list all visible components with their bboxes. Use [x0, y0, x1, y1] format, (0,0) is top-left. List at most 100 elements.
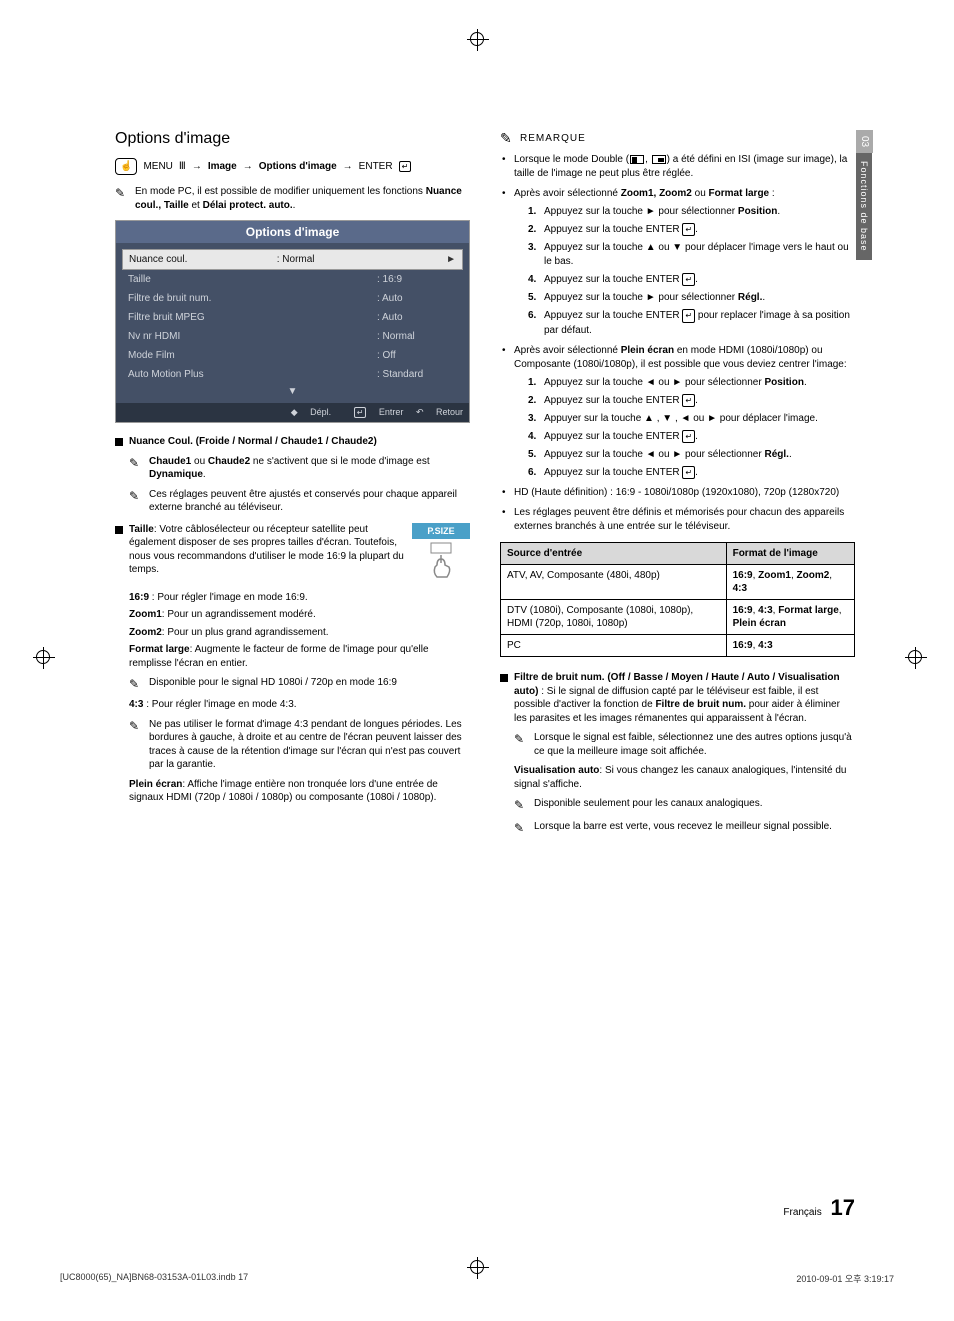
remote-menu-icon: ☝	[115, 158, 137, 175]
table-cell: 16:9, 4:3, Format large, Plein écran	[726, 600, 854, 635]
remark-heading: REMARQUE	[520, 133, 586, 144]
note-icon: ✎	[115, 185, 129, 212]
table-cell: 16:9, 4:3	[726, 635, 854, 657]
note-text: Lorsque le signal est faible, sélectionn…	[534, 731, 855, 758]
square-bullet-icon	[115, 526, 123, 534]
osd-row-label: Filtre de bruit num.	[128, 293, 211, 304]
item-heading: Filtre de bruit num. (Off / Basse / Moye…	[514, 671, 855, 725]
print-metadata: [UC8000(65)_NA]BN68-03153A-01L03.indb 17…	[60, 1272, 894, 1285]
enter-icon: ↵	[682, 394, 695, 407]
print-timestamp: 2010-09-01 오후 3:19:17	[796, 1272, 894, 1285]
steps-list: 1.Appuyez sur la touche ◄ ou ► pour séle…	[514, 376, 855, 481]
note-icon: ✎	[129, 455, 143, 482]
table-cell: PC	[501, 635, 727, 657]
osd-row[interactable]: Nv nr HDMI : Normal	[122, 327, 463, 346]
table-cell: ATV, AV, Composante (480i, 480p)	[501, 565, 727, 600]
breadcrumb-item: Options d'image	[259, 161, 337, 172]
square-bullet-icon	[115, 438, 123, 446]
note-icon: ✎	[514, 731, 528, 758]
section-number: 03	[856, 130, 873, 153]
option-key: Plein écran	[129, 779, 182, 790]
enter-icon: ↵	[682, 309, 695, 322]
hand-press-icon	[421, 541, 461, 581]
step-item: 6.Appuyez sur la touche ENTER ↵ pour rep…	[528, 309, 855, 337]
note-text: Ces réglages peuvent être ajustés et con…	[149, 488, 470, 515]
registration-mark-icon	[908, 650, 922, 664]
return-hint: ↶ Retour	[416, 407, 463, 417]
section-heading: Options d'image	[115, 130, 470, 148]
table-row: DTV (1080i), Composante (1080i, 1080p), …	[501, 600, 855, 635]
print-filename: [UC8000(65)_NA]BN68-03153A-01L03.indb 17	[60, 1272, 248, 1285]
note-icon: ✎	[500, 130, 514, 147]
osd-row[interactable]: Mode Film : Off	[122, 346, 463, 365]
osd-body: Nuance coul. : Normal ► Taille : 16:9 Fi…	[116, 243, 469, 403]
scroll-down-icon[interactable]: ▼	[122, 384, 463, 401]
page-footer: Français 17	[115, 1195, 855, 1221]
right-column: ✎ REMARQUE Lorsque le mode Double (, ) a…	[500, 130, 855, 842]
step-item: 1.Appuyez sur la touche ◄ ou ► pour séle…	[528, 376, 855, 390]
step-item: 5.Appuyez sur la touche ► pour sélection…	[528, 291, 855, 305]
table-header: Source d'entrée	[501, 543, 727, 565]
osd-row-label: Auto Motion Plus	[128, 369, 204, 380]
step-item: 4.Appuyez sur la touche ENTER ↵.	[528, 430, 855, 444]
enter-hint: ↵ Entrer	[344, 407, 404, 417]
osd-row[interactable]: Auto Motion Plus : Standard	[122, 365, 463, 384]
osd-title: Options d'image	[116, 221, 469, 243]
item-heading: Nuance Coul. (Froide / Normal / Chaude1 …	[129, 435, 377, 449]
table-row: PC 16:9, 4:3	[501, 635, 855, 657]
psize-label: P.SIZE	[412, 523, 470, 539]
osd-row[interactable]: Taille : 16:9	[122, 270, 463, 289]
chevron-right-icon[interactable]: ►	[446, 254, 456, 265]
step-item: 5.Appuyez sur la touche ◄ ou ► pour séle…	[528, 448, 855, 462]
registration-mark-icon	[36, 650, 50, 664]
osd-row-value: : Off	[377, 350, 457, 361]
step-item: 1.Appuyez sur la touche ► pour sélection…	[528, 205, 855, 219]
step-item: 3.Appuyer sur la touche ▲ , ▼ , ◄ ou ► p…	[528, 412, 855, 426]
left-column: Options d'image ☝ MENU Ⅲ → Image → Optio…	[115, 130, 470, 842]
osd-row[interactable]: Filtre bruit MPEG : Auto	[122, 308, 463, 327]
option-val: : Pour régler l'image en mode 4:3.	[143, 699, 296, 710]
osd-row-label: Filtre bruit MPEG	[128, 312, 205, 323]
note-text: Disponible seulement pour les canaux ana…	[534, 797, 762, 813]
note-icon: ✎	[129, 718, 143, 772]
breadcrumb-menu-label: MENU	[143, 161, 172, 172]
item-heading: P.SIZE Taille: Votre câblosélecteur ou r…	[129, 523, 470, 585]
steps-list: 1.Appuyez sur la touche ► pour sélection…	[514, 205, 855, 338]
step-item: 4.Appuyez sur la touche ENTER ↵.	[528, 273, 855, 287]
enter-icon: ↵	[682, 223, 695, 236]
osd-row-value: : Auto	[377, 293, 457, 304]
osd-row-value: : Normal	[277, 254, 357, 265]
note-text: Chaude1 ou Chaude2 ne s'activent que si …	[149, 455, 470, 482]
option-key: 4:3	[129, 699, 143, 710]
table-cell: 16:9, Zoom1, Zoom2, 4:3	[726, 565, 854, 600]
step-item: 2.Appuyez sur la touche ENTER ↵.	[528, 394, 855, 408]
option-key: Zoom1	[129, 609, 162, 620]
menu-bars-icon: Ⅲ	[179, 161, 186, 172]
option-val: : Pour un agrandissement modéré.	[162, 609, 316, 620]
enter-icon: ↵	[682, 466, 695, 479]
note-text: Disponible pour le signal HD 1080i / 720…	[149, 676, 397, 692]
page-number: 17	[831, 1195, 855, 1220]
section-label: Fonctions de base	[856, 153, 872, 260]
osd-footer: ◆ Dépl. ↵ Entrer ↶ Retour	[116, 403, 469, 422]
osd-row-value: : Auto	[377, 312, 457, 323]
pip-right-icon	[652, 155, 666, 164]
osd-row-value: : Standard	[377, 369, 457, 380]
step-item: 2.Appuyez sur la touche ENTER ↵.	[528, 223, 855, 237]
table-header: Format de l'image	[726, 543, 854, 565]
footer-language: Français	[783, 1207, 821, 1218]
breadcrumb-arrow-icon: →	[343, 161, 353, 172]
osd-row-selected[interactable]: Nuance coul. : Normal ►	[122, 249, 463, 270]
osd-row[interactable]: Filtre de bruit num. : Auto	[122, 289, 463, 308]
bullet-item: HD (Haute définition) : 16:9 - 1080i/108…	[514, 486, 855, 500]
osd-row-value: : 16:9	[377, 274, 457, 285]
bullet-item: Après avoir sélectionné Zoom1, Zoom2 ou …	[514, 187, 855, 338]
table-row: ATV, AV, Composante (480i, 480p) 16:9, Z…	[501, 565, 855, 600]
option-key: Visualisation auto	[514, 765, 599, 776]
option-key: Zoom2	[129, 627, 162, 638]
psize-remote-graphic: P.SIZE	[412, 523, 470, 581]
square-bullet-icon	[500, 674, 508, 682]
note-icon: ✎	[514, 820, 528, 836]
registration-mark-icon	[470, 32, 484, 46]
table-cell: DTV (1080i), Composante (1080i, 1080p), …	[501, 600, 727, 635]
